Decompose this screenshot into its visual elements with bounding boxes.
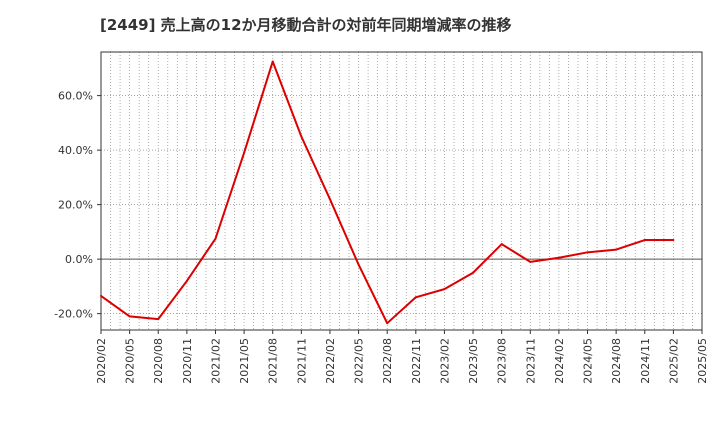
x-tick-label: 2021/05 [238,338,251,384]
x-tick-label: 2023/11 [524,338,537,384]
data-point [472,271,475,274]
y-tick-label: 20.0% [58,199,93,212]
x-tick-label: 2022/05 [353,338,366,384]
data-point [185,279,188,282]
x-tick-label: 2022/11 [410,338,423,384]
data-point [672,239,675,242]
y-tick-label: 0.0% [65,253,93,266]
data-point [500,243,503,246]
plot-frame [100,51,703,331]
x-tick-label: 2020/02 [95,338,108,384]
x-tick-label: 2020/08 [152,338,165,384]
x-tick-label: 2024/08 [610,338,623,384]
data-point [100,294,102,297]
data-point [586,251,589,254]
data-point [557,256,560,259]
data-point [529,260,532,263]
x-tick-label: 2024/02 [553,338,566,384]
chart-title: [2449] 売上高の12か月移動合計の対前年同期増減率の推移 [100,16,512,34]
label-layer: -20.0% 0.0% 20.0% 40.0% 60.0% 2020/02 2020/05 2… [54,90,709,384]
x-tick-label: 2023/02 [438,338,451,384]
data-point [214,237,217,240]
data-point [615,248,618,251]
y-tick-label: -20.0% [54,308,93,321]
data-point [386,322,389,325]
y-tick-label: 60.0% [58,90,93,103]
data-point [328,198,331,201]
series-layer [100,60,675,325]
x-tick-label: 2023/05 [467,338,480,384]
data-point [643,239,646,242]
x-tick-label: 2021/08 [267,338,280,384]
x-tick-label: 2025/02 [667,338,680,384]
data-point [357,263,360,266]
x-tick-label: 2023/08 [496,338,509,384]
x-tick-label: 2021/11 [295,338,308,384]
x-tick-label: 2022/08 [381,338,394,384]
x-tick-label: 2020/05 [124,338,137,384]
data-point [157,318,160,321]
x-tick-label: 2025/05 [696,338,709,384]
axis-layer [97,51,703,334]
data-point [128,315,131,318]
y-tick-label: 40.0% [58,144,93,157]
data-point [271,60,274,63]
x-tick-label: 2024/11 [639,338,652,384]
x-tick-label: 2020/11 [181,338,194,384]
x-tick-label: 2021/02 [209,338,222,384]
x-tick-label: 2024/05 [582,338,595,384]
data-point [300,135,303,138]
data-point [414,296,417,299]
grid-layer [101,52,702,330]
data-point [443,288,446,291]
data-point [243,151,246,154]
x-tick-label: 2022/02 [324,338,337,384]
